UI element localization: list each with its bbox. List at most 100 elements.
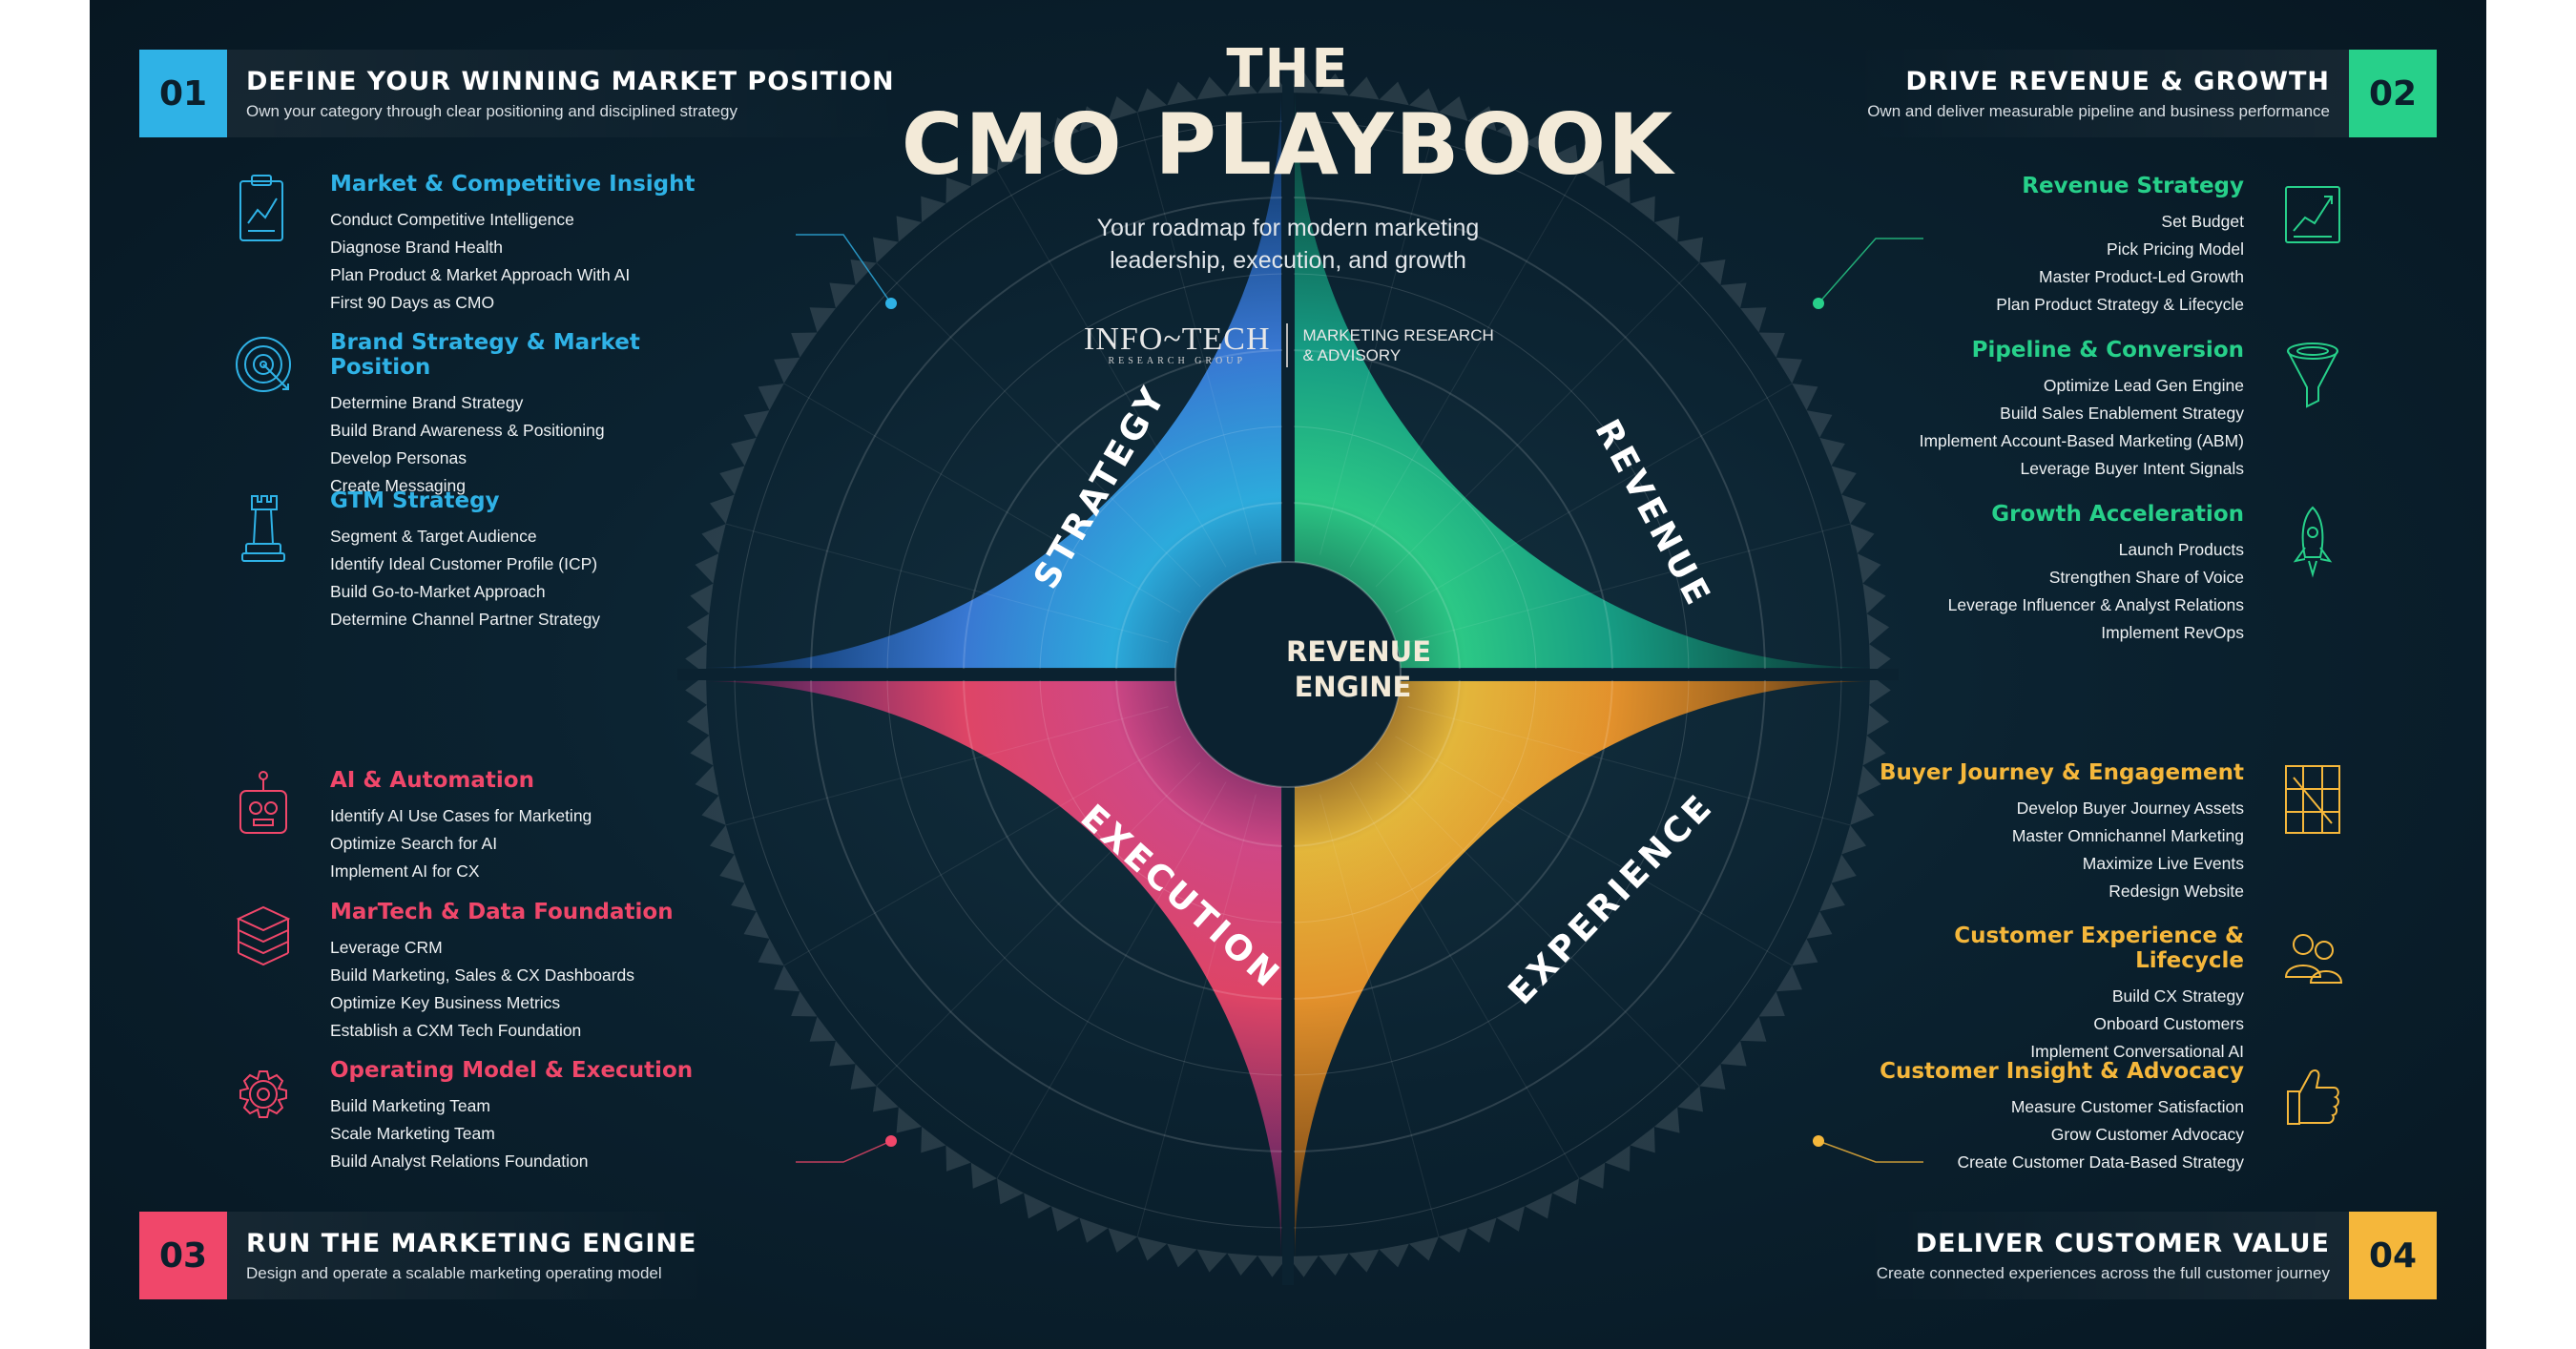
quadrant-2-number: 02 xyxy=(2349,50,2437,137)
wheel-spoke xyxy=(876,262,1201,588)
q3-g2-item: Leverage CRM xyxy=(330,938,443,957)
wheel-spoke xyxy=(1349,781,1580,1179)
q2-g2-item: Optimize Lead Gen Engine xyxy=(2043,376,2244,395)
q4-g3-item: Create Customer Data-Based Strategy xyxy=(1957,1152,2244,1172)
q1-g3-item: Segment & Target Audience xyxy=(330,527,537,546)
q3-g1-item: Identify AI Use Cases for Marketing xyxy=(330,806,592,825)
q3-group-2-title: MarTech & Data Foundation xyxy=(330,900,674,924)
wheel-tooth xyxy=(1227,1253,1258,1276)
data-stack-icon xyxy=(233,900,294,986)
quadrant-2-text: DRIVE REVENUE & GROWTH Own and deliver m… xyxy=(1848,50,2349,137)
wheel-tooth xyxy=(1438,1228,1468,1253)
wheel-tooth xyxy=(997,1178,1025,1205)
wheel-tooth xyxy=(1167,1243,1197,1268)
q1-group-gtm: GTM Strategy Segment & Target Audience I… xyxy=(233,488,729,633)
q4-g1-item: Master Omnichannel Marketing xyxy=(2011,826,2244,845)
wheel-tooth xyxy=(1806,911,1833,939)
wheel-tooth xyxy=(1079,106,1109,132)
growth-chart-icon xyxy=(2282,174,2343,259)
wheel-tooth xyxy=(685,644,707,674)
wheel-tooth xyxy=(1862,735,1886,766)
q2-g3-item: Leverage Influencer & Analyst Relations xyxy=(1947,595,2244,614)
wheel-tooth xyxy=(1699,1064,1726,1090)
q1-g3-item: Identify Ideal Customer Profile (ICP) xyxy=(330,554,598,573)
wheel-tooth xyxy=(850,1064,877,1090)
quadrant-4-segment xyxy=(1295,681,1877,1263)
q1-group-3-title: GTM Strategy xyxy=(330,488,500,513)
wheel-tooth xyxy=(1348,76,1380,100)
wheel-tooth xyxy=(1108,1228,1138,1253)
q3-connector-dot xyxy=(885,1135,897,1147)
wheel-tooth xyxy=(1257,72,1288,93)
wheel-tooth xyxy=(710,494,735,525)
hub-line-2: ENGINE xyxy=(1294,671,1412,703)
wheel-tooth xyxy=(1196,76,1228,100)
q4-group-buyer-journey: Buyer Journey & Engagement Develop Buyer… xyxy=(1847,760,2343,905)
wheel-tooth xyxy=(1167,81,1197,106)
wheel-tooth xyxy=(1227,73,1258,96)
q3-g1-item: Implement AI for CX xyxy=(330,861,480,881)
wheel-tooth xyxy=(945,1145,971,1172)
wheel-tooth xyxy=(1740,307,1767,333)
wheel-tooth xyxy=(1850,795,1875,825)
wheel-tooth xyxy=(1137,1236,1168,1261)
wheel-tooth xyxy=(1318,1253,1349,1276)
wheel-tooth xyxy=(1379,1243,1409,1268)
q4-connector xyxy=(1818,1140,1923,1163)
quadrant-3-title: RUN THE MARKETING ENGINE xyxy=(246,1228,697,1258)
wheel-tooth xyxy=(758,384,784,411)
wheel-tooth xyxy=(1551,1178,1579,1205)
quadrant-3-segment xyxy=(699,681,1281,1263)
q3-g3-item: Build Marketing Team xyxy=(330,1096,490,1115)
wheel-tooth xyxy=(809,307,836,333)
wheel-tooth xyxy=(1841,824,1866,855)
q4-g2-item: Implement Conversational AI xyxy=(2030,1042,2244,1061)
wheel-tooth xyxy=(1776,357,1802,384)
wheel-tooth xyxy=(1841,494,1866,525)
wheel-tooth xyxy=(896,216,923,242)
wheel-tooth xyxy=(719,854,745,883)
brand-tagline: MARKETING RESEARCH & ADVISORY xyxy=(1288,325,1494,365)
wheel-spoke xyxy=(1319,112,1440,555)
quadrant-3-subtitle: Design and operate a scalable marketing … xyxy=(246,1263,662,1282)
q3-group-3-title: Operating Model & Execution xyxy=(330,1058,694,1083)
wheel-tooth xyxy=(1408,1236,1439,1261)
robot-icon xyxy=(233,768,294,854)
subtitle: Your roadmap for modern marketing leader… xyxy=(90,212,2486,277)
wheel-tooth xyxy=(1869,674,1891,705)
q2-group-revenue-strategy: Revenue Strategy Set Budget Pick Pricing… xyxy=(1847,174,2343,319)
wheel-spoke xyxy=(1395,736,1793,966)
wheel-tooth xyxy=(1819,437,1845,467)
q3-g3-item: Scale Marketing Team xyxy=(330,1124,495,1143)
wheel-tooth xyxy=(719,466,745,495)
wheel-tooth xyxy=(1740,1016,1767,1042)
q2-g3-item: Launch Products xyxy=(2118,540,2244,559)
thumbs-up-icon xyxy=(2282,1059,2343,1145)
wheel-spoke xyxy=(1375,761,1700,1087)
wheel-spoke xyxy=(876,761,1201,1087)
wheel-tooth xyxy=(1605,177,1631,204)
q1-g2-item: Create Messaging xyxy=(330,476,467,495)
wheel-tooth xyxy=(1525,130,1552,156)
wheel-tooth xyxy=(1408,88,1439,113)
q4-group-1-title: Buyer Journey & Engagement xyxy=(1879,760,2244,785)
cmo-playbook-poster: THE CMO PLAYBOOK Your roadmap for modern… xyxy=(90,0,2486,1349)
wheel-spoke xyxy=(783,736,1181,966)
q3-group-1-title: AI & Automation xyxy=(330,768,534,793)
q2-group-pipeline: Pipeline & Conversion Optimize Lead Gen … xyxy=(1847,338,2343,483)
wheel-tooth xyxy=(701,524,726,554)
wheel-spoke xyxy=(1407,523,1851,643)
q3-group-ai: AI & Automation Identify AI Use Cases fo… xyxy=(233,768,729,885)
q1-group-2-title: Brand Strategy & Market Position xyxy=(330,330,640,380)
q2-g3-item: Implement RevOps xyxy=(2101,623,2244,642)
wheel-tooth xyxy=(791,991,818,1017)
chess-rook-icon xyxy=(233,488,294,574)
wheel-tooth xyxy=(1438,96,1468,121)
wheel-tooth xyxy=(1630,196,1655,222)
quadrant-1-text: DEFINE YOUR WINNING MARKET POSITION Own … xyxy=(227,50,914,137)
wheel-tooth xyxy=(1467,106,1497,132)
brand-tagline-1: MARKETING RESEARCH xyxy=(1302,326,1494,344)
wheel-tooth xyxy=(1866,613,1890,645)
q1-g1-item: Diagnose Brand Health xyxy=(330,238,503,257)
wheel-tooth xyxy=(1831,466,1857,495)
